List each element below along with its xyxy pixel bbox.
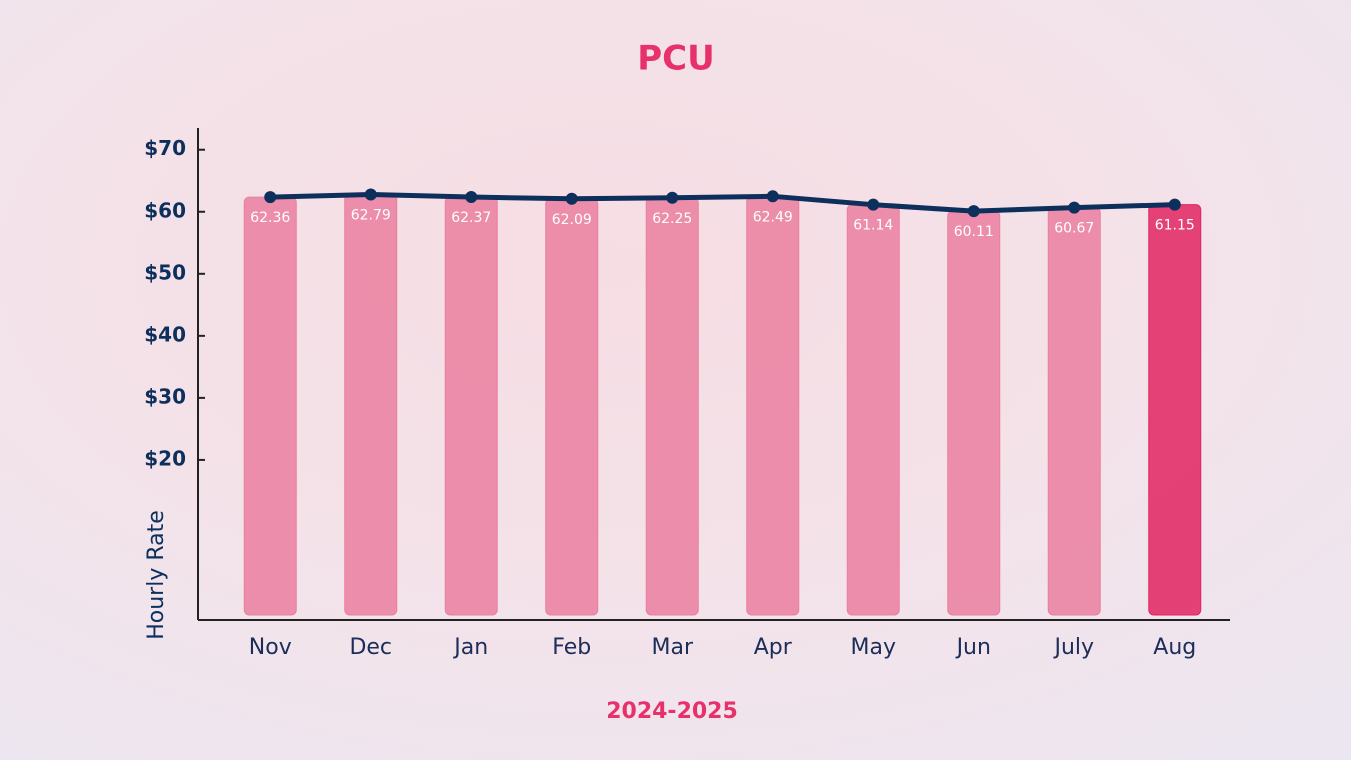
line-point	[867, 198, 880, 211]
line-point	[766, 190, 779, 203]
y-tick-label: $30	[144, 384, 186, 408]
y-axis-label: Hourly Rate	[144, 510, 169, 640]
line-point	[666, 191, 679, 204]
bar	[243, 196, 297, 616]
value-label: 62.36	[250, 210, 290, 226]
value-label: 61.15	[1155, 218, 1195, 234]
x-tick-label: July	[1052, 635, 1094, 660]
value-label: 62.49	[753, 209, 793, 225]
x-tick-label: Dec	[349, 635, 392, 660]
chart-title: PCU	[637, 39, 714, 79]
bar	[947, 210, 1001, 616]
value-label: 62.25	[652, 211, 692, 227]
x-tick-label: Apr	[754, 635, 793, 660]
bar	[545, 198, 599, 616]
x-tick-label: Feb	[552, 635, 591, 660]
bar	[444, 196, 498, 616]
y-tick-label: $60	[144, 198, 186, 222]
bar	[645, 197, 699, 616]
x-tick-label: Aug	[1153, 635, 1196, 660]
line-point	[264, 191, 277, 204]
line-point	[465, 191, 478, 204]
line-point	[1068, 201, 1081, 214]
x-axis-label: 2024-2025	[606, 699, 738, 724]
bar	[1047, 207, 1101, 616]
y-tick-label: $70	[144, 136, 186, 160]
value-label: 60.11	[954, 224, 994, 240]
value-label: 62.37	[451, 210, 491, 226]
line-point	[967, 205, 980, 218]
value-label: 61.14	[853, 218, 893, 234]
value-label: 60.67	[1054, 221, 1094, 237]
bar	[1148, 204, 1202, 616]
y-tick-label: $40	[144, 322, 186, 346]
y-tick-label: $20	[144, 446, 186, 470]
x-tick-label: Nov	[249, 635, 292, 660]
bar	[746, 195, 800, 616]
y-tick-label: $50	[144, 260, 186, 284]
value-label: 62.09	[552, 212, 592, 228]
x-tick-label: Mar	[651, 635, 693, 660]
value-label: 62.79	[351, 207, 391, 223]
x-tick-label: Jan	[452, 635, 488, 660]
line	[270, 191, 1175, 214]
x-tick-label: May	[851, 635, 896, 660]
bar	[344, 193, 398, 616]
line-point	[364, 188, 377, 201]
line-point	[1168, 198, 1181, 211]
bar	[846, 204, 900, 616]
line-point	[565, 192, 578, 205]
x-tick-label: Jun	[955, 635, 991, 660]
